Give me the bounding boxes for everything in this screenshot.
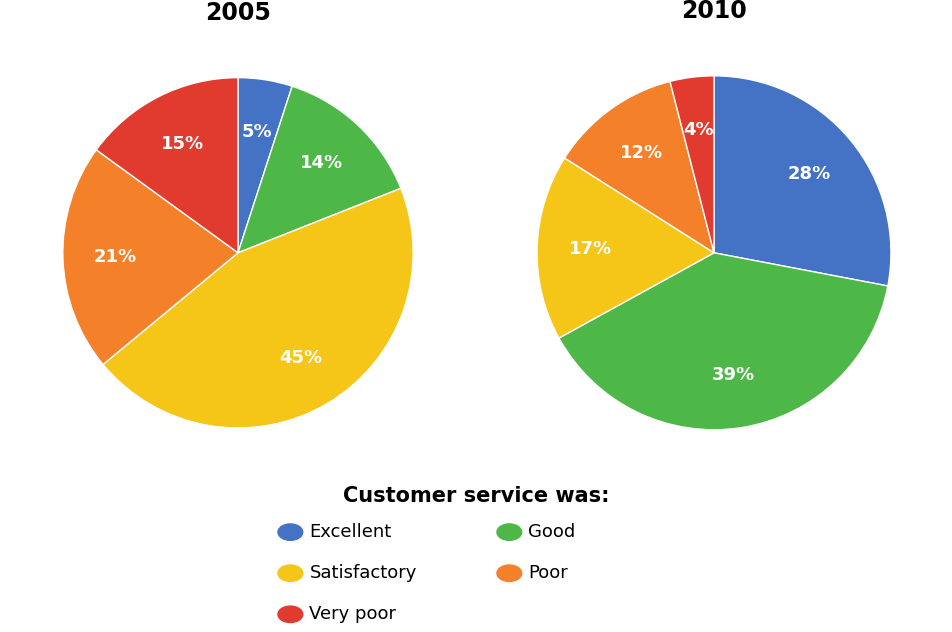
Wedge shape: [537, 158, 714, 338]
Wedge shape: [103, 188, 413, 428]
Wedge shape: [714, 76, 891, 286]
Text: Satisfactory: Satisfactory: [309, 564, 417, 582]
Title: 2005: 2005: [205, 1, 271, 25]
Text: 21%: 21%: [94, 248, 137, 265]
Wedge shape: [96, 78, 238, 253]
Text: Customer service was:: Customer service was:: [343, 486, 609, 506]
Text: 28%: 28%: [788, 165, 831, 183]
Text: Poor: Poor: [528, 564, 568, 582]
Wedge shape: [559, 253, 888, 430]
Text: 14%: 14%: [301, 154, 344, 173]
Text: 17%: 17%: [568, 240, 612, 258]
Wedge shape: [670, 76, 714, 253]
Wedge shape: [63, 150, 238, 365]
Wedge shape: [565, 82, 714, 253]
Wedge shape: [238, 86, 401, 253]
Text: 5%: 5%: [242, 123, 272, 141]
Text: 12%: 12%: [620, 143, 663, 162]
Text: Very poor: Very poor: [309, 605, 396, 623]
Text: 39%: 39%: [712, 366, 755, 384]
Text: Good: Good: [528, 523, 576, 541]
Wedge shape: [238, 78, 292, 253]
Text: 45%: 45%: [279, 349, 322, 367]
Title: 2010: 2010: [681, 0, 747, 23]
Text: 4%: 4%: [684, 121, 714, 139]
Text: Excellent: Excellent: [309, 523, 391, 541]
Text: 15%: 15%: [161, 135, 204, 152]
